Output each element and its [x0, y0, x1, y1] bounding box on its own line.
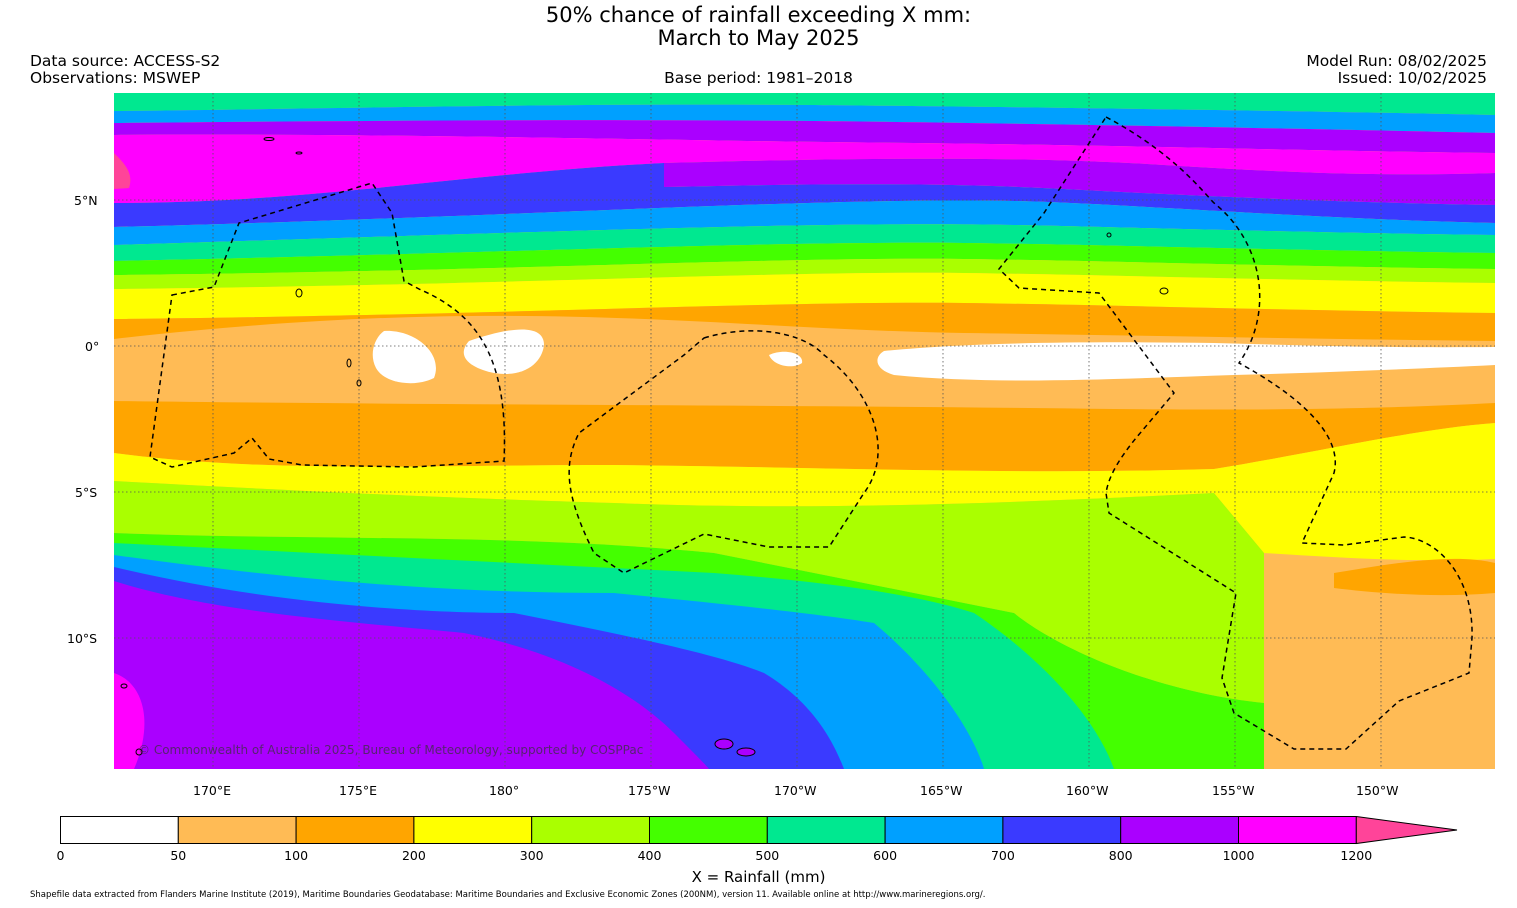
colorbar-segment [295, 816, 415, 844]
colorbar-tick-label: 500 [755, 848, 780, 863]
colorbar-segment [177, 816, 297, 844]
rainfall-bands [114, 93, 1495, 769]
lon-label-150w: 150°W [1356, 783, 1399, 798]
data-source-label: Data source: ACCESS-S2 [30, 52, 221, 70]
colorbar-segment [60, 816, 179, 844]
lon-label-170e: 170°E [193, 783, 232, 798]
colorbar-segment [531, 816, 651, 844]
colorbar-tick-label: 400 [637, 848, 662, 863]
colorbar-segment [413, 816, 533, 844]
map-gridlines [114, 93, 1495, 769]
colorbar-label: X = Rainfall (mm) [691, 868, 826, 886]
base-period-label: Base period: 1981–2018 [664, 69, 853, 87]
colorbar-segment [1002, 816, 1122, 844]
lon-label-155w: 155°W [1212, 783, 1255, 798]
colorbar-tick-label: 300 [519, 848, 544, 863]
colorbar-tick-label: 100 [284, 848, 309, 863]
lon-label-175w: 175°W [628, 783, 671, 798]
map-subtitle: March to May 2025 [657, 26, 860, 50]
lon-label-180: 180° [489, 783, 520, 798]
lon-label-175e: 175°E [339, 783, 378, 798]
map-title: 50% chance of rainfall exceeding X mm: [545, 3, 972, 27]
colorbar-tick-label: 800 [1108, 848, 1133, 863]
issued-label: Issued: 10/02/2025 [1337, 69, 1487, 87]
observations-label: Observations: MSWEP [30, 69, 201, 87]
colorbar-tick-label: 0 [56, 848, 65, 863]
rainfall-map: © Commonwealth of Australia 2025, Bureau… [114, 93, 1495, 769]
lon-label-160w: 160°W [1066, 783, 1109, 798]
copyright-text: © Commonwealth of Australia 2025, Bureau… [138, 743, 643, 757]
lat-label-5s: 5°S [75, 485, 98, 500]
colorbar-segment [1120, 816, 1239, 844]
lat-label-0: 0° [85, 339, 100, 354]
lon-label-170w: 170°W [774, 783, 817, 798]
island-outlines [120, 137, 1169, 757]
colorbar-extend-triangle [1355, 816, 1458, 845]
lat-label-5n: 5°N [74, 193, 98, 208]
colorbar-tick-label: 1200 [1340, 848, 1373, 863]
model-run-label: Model Run: 08/02/2025 [1306, 52, 1487, 70]
colorbar-segment [884, 816, 1004, 844]
colorbar-segment [649, 816, 768, 844]
colorbar-tick-label: 50 [170, 848, 187, 863]
equatorial-white-patches [372, 329, 1495, 384]
footer-attribution: Shapefile data extracted from Flanders M… [30, 890, 986, 900]
colorbar [60, 816, 1458, 845]
colorbar-tick-label: 600 [873, 848, 898, 863]
colorbar-tick-label: 1000 [1222, 848, 1255, 863]
colorbar-tick-label: 200 [401, 848, 426, 863]
lat-label-10s: 10°S [67, 631, 98, 646]
lon-label-165w: 165°W [920, 783, 963, 798]
eez-boundaries [149, 116, 1473, 750]
colorbar-segment [1238, 816, 1357, 844]
colorbar-tick-label: 700 [990, 848, 1015, 863]
colorbar-segment [766, 816, 886, 844]
